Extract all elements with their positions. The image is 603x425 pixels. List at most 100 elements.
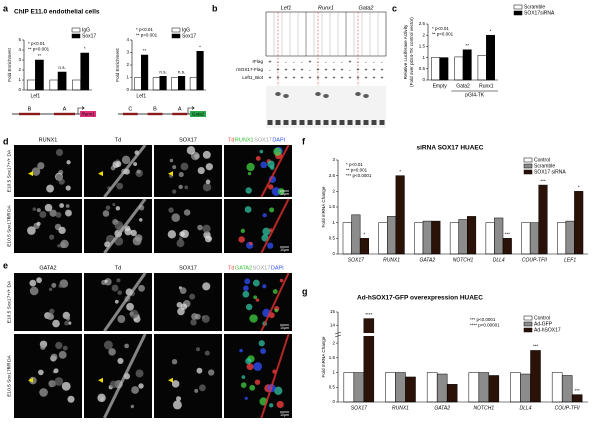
cell	[102, 210, 110, 217]
bar	[458, 219, 468, 255]
tss-arrow	[187, 106, 195, 114]
annotation: * p<0.01	[432, 26, 449, 31]
row-cell: +	[349, 75, 352, 81]
cell	[117, 315, 126, 323]
significance-label: *	[199, 44, 201, 49]
gel-shift	[315, 92, 321, 96]
bar	[387, 216, 397, 255]
x-tick-label: COUP-TFII	[522, 257, 548, 263]
cell	[240, 228, 246, 234]
cell	[169, 158, 174, 163]
bar	[49, 79, 59, 91]
bar	[454, 56, 464, 81]
column-label: SOX17	[179, 265, 197, 271]
row-cell: -	[365, 59, 367, 65]
cell	[271, 187, 281, 196]
cell	[138, 383, 144, 389]
bar	[426, 372, 438, 403]
bar	[530, 350, 541, 403]
cell	[116, 182, 124, 190]
bar	[462, 49, 472, 81]
legend-swatch	[171, 33, 181, 39]
row-label: rSOX17-Flag	[236, 67, 263, 72]
cell	[68, 321, 72, 325]
bar	[494, 217, 504, 255]
cell	[172, 189, 177, 194]
cell	[245, 357, 252, 365]
bar	[477, 55, 487, 81]
gel-band	[355, 120, 361, 125]
cell	[204, 235, 212, 243]
cell	[254, 379, 261, 385]
tss-arrow	[77, 106, 85, 114]
panel-label: a	[3, 3, 9, 13]
bar	[467, 216, 477, 255]
y-tick-label: 1.5	[419, 44, 426, 49]
x-tick-label: Empty	[433, 83, 448, 89]
cell	[245, 187, 252, 194]
cell	[62, 345, 68, 351]
legend-swatch	[523, 163, 533, 169]
column-label: Td	[115, 265, 121, 271]
gene-header: Gata2	[359, 5, 374, 11]
cell	[132, 236, 142, 246]
cell	[179, 287, 187, 294]
cell	[167, 230, 177, 239]
cell	[36, 208, 41, 213]
significance-label: **	[38, 53, 42, 58]
row-cell: -	[309, 67, 311, 73]
cell	[277, 188, 285, 195]
cell	[274, 308, 279, 313]
legend-swatch	[71, 27, 81, 33]
arrowhead	[28, 171, 33, 177]
scale-bar: 10µm	[280, 326, 289, 330]
cell	[180, 162, 189, 171]
cell	[136, 169, 141, 174]
row-cell: +	[325, 75, 328, 81]
cell	[276, 400, 284, 409]
row-cell: +	[349, 59, 352, 65]
cell	[267, 184, 274, 190]
cell	[135, 369, 144, 378]
bar	[529, 222, 539, 255]
cell	[238, 236, 245, 243]
cell	[171, 213, 180, 222]
cell	[176, 239, 185, 248]
bar	[171, 77, 179, 91]
micrograph	[154, 199, 222, 253]
significance-label: ***	[533, 344, 539, 349]
cell	[27, 226, 36, 235]
cell	[244, 206, 252, 213]
significance-label: *	[578, 185, 580, 190]
micrograph	[14, 273, 82, 331]
merge-label: DAPI	[271, 265, 284, 271]
cell	[49, 209, 57, 217]
y-tick-label: 1	[332, 220, 335, 225]
cell	[39, 388, 48, 397]
row-label: E10.5 Sox17fl/fl DA	[6, 354, 12, 396]
cell	[105, 205, 111, 211]
cell	[197, 224, 203, 231]
x-tick-label: RUNX1	[392, 405, 409, 411]
cell	[183, 209, 191, 216]
cell	[201, 315, 210, 323]
y-tick-label: 1.5	[329, 204, 336, 209]
row-cell: -	[293, 59, 295, 65]
cell	[49, 308, 55, 314]
cell	[40, 344, 46, 350]
y-axis-label: Fold Enrichment	[7, 48, 12, 82]
bar	[436, 373, 448, 403]
vessel-wall	[103, 198, 147, 254]
cell	[255, 156, 261, 161]
y-tick-label: 4	[18, 47, 21, 52]
legend-label: SOX17siRNA	[524, 11, 555, 17]
cell	[29, 286, 39, 296]
arrowhead	[168, 377, 173, 383]
legend-label: Ad-GFP	[534, 322, 553, 328]
cell	[57, 244, 61, 248]
y-axis-label: (Fold over pGI4-TK control vector)	[409, 17, 414, 87]
arrowhead	[98, 377, 103, 383]
bar	[551, 372, 563, 403]
row-cell: +	[285, 67, 288, 73]
cell	[115, 160, 122, 168]
